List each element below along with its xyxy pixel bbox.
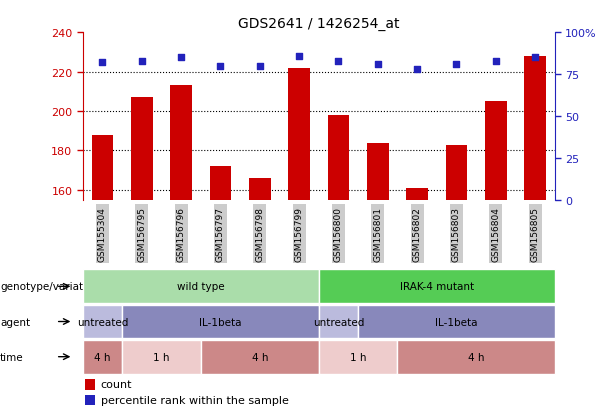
Bar — [131, 98, 153, 200]
Bar — [85, 379, 96, 389]
Text: 1 h: 1 h — [153, 352, 170, 362]
Bar — [327, 116, 349, 200]
Bar — [367, 143, 389, 200]
Bar — [446, 145, 467, 200]
Text: IL-1beta: IL-1beta — [199, 317, 242, 327]
Bar — [122, 305, 319, 339]
Text: 1 h: 1 h — [350, 352, 367, 362]
Text: 4 h: 4 h — [468, 352, 484, 362]
Text: untreated: untreated — [77, 317, 128, 327]
Text: count: count — [101, 379, 132, 389]
Point — [176, 55, 186, 62]
Bar — [319, 270, 555, 304]
Text: percentile rank within the sample: percentile rank within the sample — [101, 395, 289, 405]
Point — [491, 58, 501, 65]
Text: agent: agent — [0, 317, 30, 327]
Bar — [85, 395, 96, 406]
Point — [255, 63, 265, 70]
Point — [373, 62, 383, 68]
Bar — [358, 305, 555, 339]
Bar — [170, 86, 192, 200]
Bar — [249, 179, 270, 200]
Point — [137, 58, 147, 65]
Text: genotype/variation: genotype/variation — [0, 282, 99, 292]
Bar — [83, 340, 122, 374]
Bar — [319, 305, 358, 339]
Point — [333, 58, 343, 65]
Bar — [397, 340, 555, 374]
Text: time: time — [0, 352, 24, 362]
Bar — [122, 340, 201, 374]
Point — [452, 62, 462, 68]
Bar — [201, 340, 319, 374]
Text: IL-1beta: IL-1beta — [435, 317, 478, 327]
Point — [530, 55, 540, 62]
Bar — [524, 57, 546, 200]
Title: GDS2641 / 1426254_at: GDS2641 / 1426254_at — [238, 17, 400, 31]
Bar — [91, 135, 113, 200]
Text: 4 h: 4 h — [251, 352, 268, 362]
Bar — [83, 270, 319, 304]
Point — [294, 53, 304, 60]
Bar — [319, 340, 397, 374]
Bar — [210, 167, 231, 200]
Bar — [83, 305, 122, 339]
Point — [97, 60, 107, 66]
Bar — [288, 69, 310, 200]
Point — [216, 63, 226, 70]
Bar — [406, 188, 428, 200]
Text: untreated: untreated — [313, 317, 364, 327]
Bar — [485, 102, 506, 200]
Point — [412, 66, 422, 73]
Text: wild type: wild type — [177, 282, 224, 292]
Text: IRAK-4 mutant: IRAK-4 mutant — [400, 282, 474, 292]
Text: 4 h: 4 h — [94, 352, 111, 362]
